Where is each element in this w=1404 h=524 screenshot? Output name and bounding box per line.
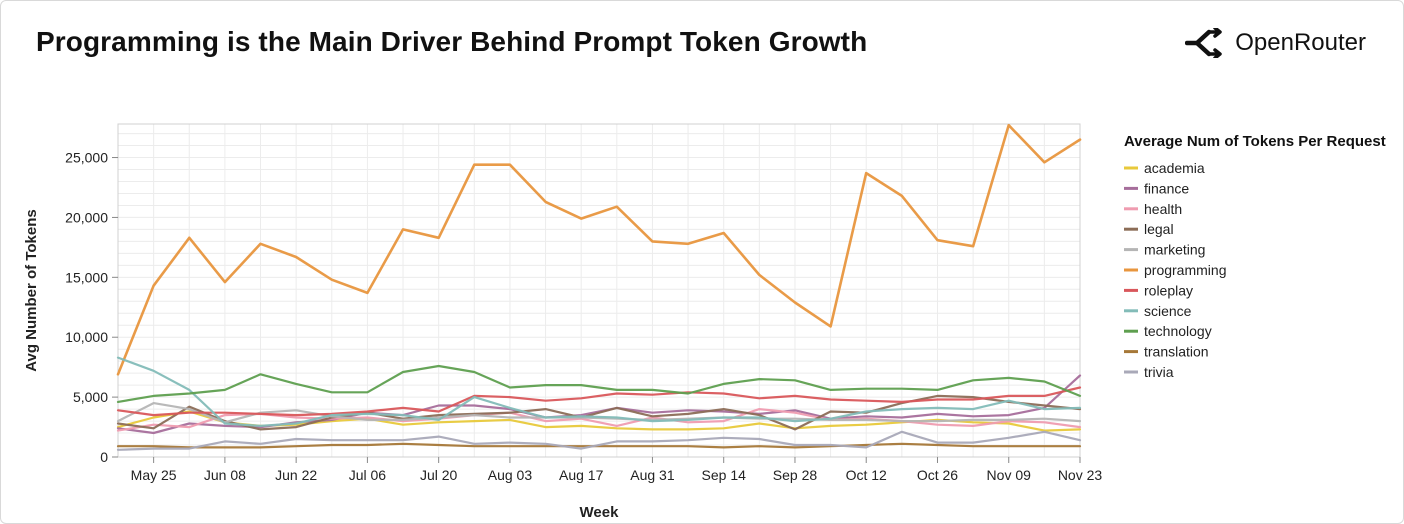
x-tick-label: Sep 14 — [702, 467, 747, 483]
legend-label-roleplay: roleplay — [1144, 282, 1193, 298]
legend-label-health: health — [1144, 201, 1182, 217]
x-tick-label: Nov 23 — [1058, 467, 1103, 483]
series-line-legal — [116, 394, 1082, 431]
x-tick-label: Jun 22 — [275, 467, 317, 483]
series-line-roleplay — [116, 386, 1082, 417]
series-line-translation — [116, 442, 1082, 449]
brand[interactable]: OpenRouter — [1185, 28, 1366, 58]
legend-label-marketing: marketing — [1144, 242, 1205, 258]
series-line-marketing — [116, 402, 1082, 424]
x-tick-label: Jul 06 — [349, 467, 387, 483]
y-tick-label: 25,000 — [65, 150, 108, 166]
x-tick-label: Aug 17 — [559, 467, 604, 483]
legend-title: Average Num of Tokens Per Request — [1124, 133, 1386, 150]
y-tick-label: 10,000 — [65, 329, 108, 345]
y-tick-label: 20,000 — [65, 209, 108, 225]
x-axis: May 25 Jun 08 Jun 22 Jul 06 Jul 20 Aug 03 Aug … — [131, 457, 1103, 483]
legend-label-finance: finance — [1144, 180, 1189, 196]
y-tick-label: 0 — [100, 449, 108, 465]
x-tick-label: Jul 20 — [420, 467, 458, 483]
series-line-health — [116, 408, 1082, 432]
legend: Average Num of Tokens Per Request academ… — [1124, 133, 1386, 380]
legend-label-trivia: trivia — [1144, 364, 1174, 380]
y-axis: 0 5,000 10,000 15,000 20,000 25,000 — [65, 150, 118, 465]
series-line-science — [116, 356, 1082, 427]
openrouter-logo-icon — [1185, 28, 1222, 58]
x-tick-label: Aug 31 — [630, 467, 675, 483]
x-tick-label: Oct 26 — [917, 467, 958, 483]
x-tick-label: May 25 — [131, 467, 177, 483]
legend-label-programming: programming — [1144, 262, 1226, 278]
y-tick-label: 5,000 — [73, 389, 108, 405]
y-axis-title: Avg Number of Tokens — [23, 209, 40, 372]
y-tick-label: 15,000 — [65, 269, 108, 285]
legend-label-science: science — [1144, 303, 1192, 319]
legend-label-technology: technology — [1144, 323, 1212, 339]
legend-label-academia: academia — [1144, 160, 1205, 176]
series-lines — [116, 123, 1082, 451]
legend-label-translation: translation — [1144, 344, 1209, 360]
x-tick-label: Jun 08 — [204, 467, 246, 483]
brand-name: OpenRouter — [1235, 29, 1366, 56]
x-tick-label: Oct 12 — [846, 467, 887, 483]
x-tick-label: Aug 03 — [488, 467, 533, 483]
x-tick-label: Nov 09 — [987, 467, 1032, 483]
series-line-programming — [116, 123, 1082, 376]
x-axis-title: Week — [580, 504, 620, 521]
legend-label-legal: legal — [1144, 221, 1174, 237]
plot-area — [117, 123, 1081, 458]
series-line-trivia — [116, 430, 1082, 451]
chart-title: Programming is the Main Driver Behind Pr… — [36, 26, 868, 57]
series-line-technology — [116, 364, 1082, 403]
x-tick-label: Sep 28 — [773, 467, 818, 483]
